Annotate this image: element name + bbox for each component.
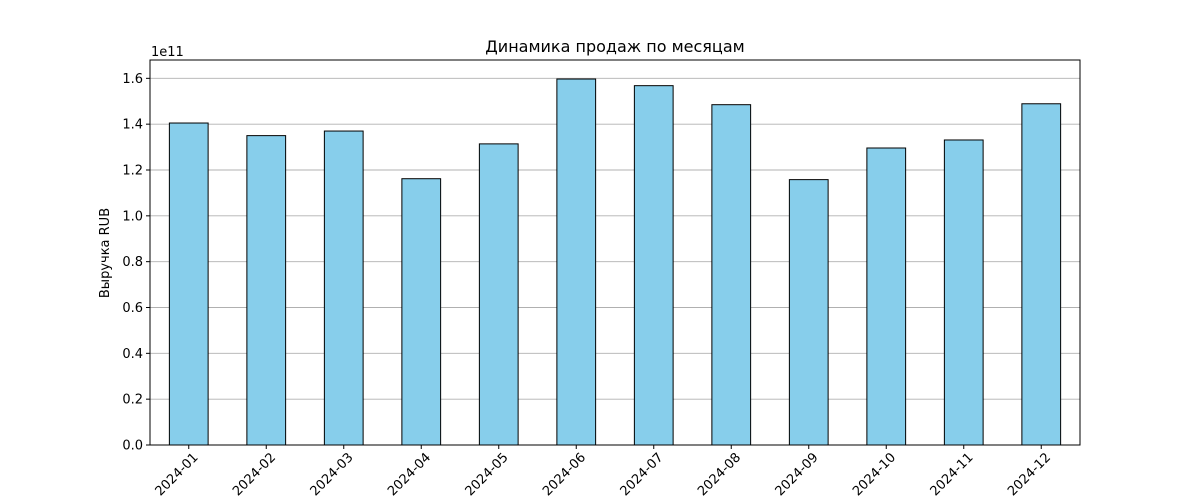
bar bbox=[246, 135, 287, 446]
bar bbox=[556, 78, 597, 446]
bar bbox=[478, 143, 519, 446]
y-axis-offset-label: 1e11 bbox=[151, 45, 184, 60]
plot-frame bbox=[149, 59, 1081, 446]
y-tick-label: 0.0 bbox=[122, 439, 143, 454]
x-tick-label: 2024-03 bbox=[308, 450, 357, 499]
y-tick-label: 0.6 bbox=[122, 301, 143, 316]
x-axis-ticks: 2024-01 2024-02 2024-03 2024-04 2024-05 2024-… bbox=[153, 445, 1054, 499]
bar bbox=[401, 178, 442, 446]
y-tick-label: 1.0 bbox=[122, 209, 143, 224]
x-tick-label: 2024-08 bbox=[695, 450, 744, 499]
x-tick-label: 2024-07 bbox=[618, 450, 667, 499]
bars bbox=[168, 78, 1062, 446]
y-axis-ticks: 0.0 0.2 0.4 0.6 0.8 1.0 1.2 1.4 1.6 bbox=[122, 72, 150, 454]
x-tick-label: 2024-02 bbox=[230, 450, 279, 499]
bar bbox=[866, 147, 907, 446]
bar bbox=[323, 130, 364, 446]
x-tick-label: 2024-06 bbox=[540, 450, 589, 499]
bar bbox=[1021, 103, 1062, 446]
grid-lines bbox=[150, 77, 1080, 400]
y-tick-label: 1.2 bbox=[122, 164, 143, 179]
x-tick-label: 2024-10 bbox=[850, 450, 899, 499]
bar bbox=[168, 122, 209, 446]
bar bbox=[633, 85, 674, 446]
x-tick-label: 2024-11 bbox=[928, 450, 977, 499]
x-tick-label: 2024-09 bbox=[773, 450, 822, 499]
bar bbox=[943, 139, 984, 446]
x-tick-label: 2024-04 bbox=[385, 450, 434, 499]
y-tick-label: 0.8 bbox=[122, 255, 143, 270]
y-tick-label: 1.6 bbox=[122, 72, 143, 87]
y-tick-label: 0.4 bbox=[122, 347, 143, 362]
bar bbox=[788, 179, 829, 446]
axes bbox=[149, 59, 1081, 446]
x-tick-label: 2024-12 bbox=[1005, 450, 1054, 499]
bar bbox=[711, 104, 752, 446]
x-tick-label: 2024-01 bbox=[153, 450, 202, 499]
chart-title: Динамика продаж по месяцам bbox=[485, 37, 744, 56]
y-tick-label: 0.2 bbox=[122, 393, 143, 408]
y-axis-label: Выручка RUB bbox=[98, 208, 113, 298]
y-tick-label: 1.4 bbox=[122, 118, 143, 133]
x-tick-label: 2024-05 bbox=[463, 450, 512, 499]
